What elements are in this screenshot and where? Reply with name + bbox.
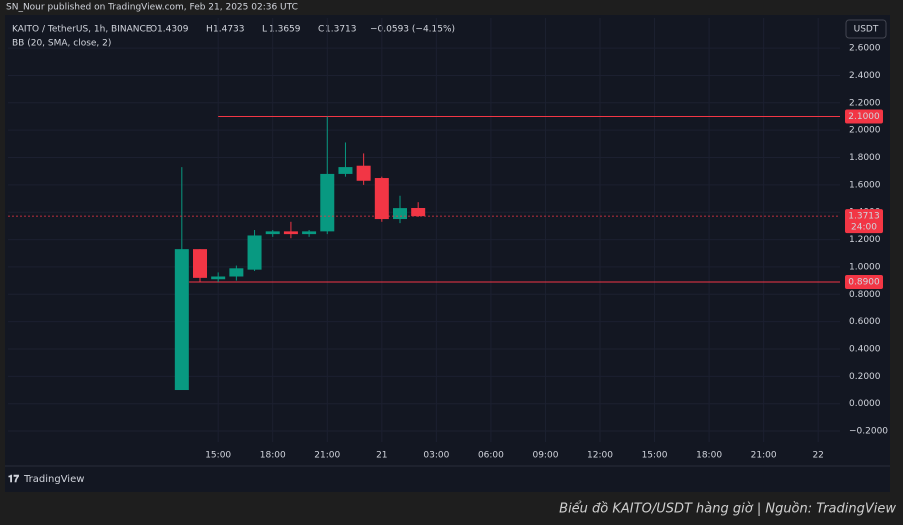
ohlc-key: H	[206, 25, 213, 35]
y-tick-label: 0.4000	[849, 344, 881, 354]
ohlc-legend: O 1.4309 H 1.4733 L 1.3659 C 1.3713 −0.0593 (−4.…	[150, 25, 455, 35]
currency-button[interactable]	[845, 19, 887, 39]
y-tick-label: 2.0000	[849, 126, 881, 136]
y-tick-label: 1.8000	[849, 153, 881, 163]
x-tick-label: 12:00	[587, 451, 613, 461]
ohlc-value: 1.3713	[325, 25, 357, 35]
logo-mark: 𝟏𝟕	[8, 474, 20, 485]
y-tick-label: 2.6000	[849, 44, 881, 54]
candle-body	[283, 231, 298, 235]
indicator: BB (20, SMA, close, 2)	[12, 39, 111, 49]
y-tick-label: −0.2000	[849, 427, 888, 437]
x-tick-label: 15:00	[642, 451, 668, 461]
candle-body	[211, 276, 226, 280]
x-tick-label: 18:00	[260, 451, 286, 461]
change: −0.0593 (−4.15%)	[370, 25, 455, 35]
currency[interactable]: USDT	[854, 25, 879, 35]
chart-panel	[5, 15, 890, 492]
x-tick-label: 18:00	[696, 451, 722, 461]
ohlc-value: 1.4733	[213, 25, 245, 35]
countdown: 24:00	[851, 223, 877, 233]
candle-body	[411, 207, 426, 217]
candle-body	[247, 235, 262, 270]
candle-body	[193, 249, 207, 278]
y-tick-label: 1.6000	[849, 180, 881, 190]
x-tick-label: 03:00	[423, 451, 449, 461]
y-tick-label: 1.0000	[849, 262, 881, 272]
publisher: SN_Nour published on TradingView.com, Fe…	[6, 3, 298, 13]
candle-body	[393, 208, 407, 220]
candle-body	[338, 167, 353, 174]
last-price-label: 1.3713	[848, 212, 880, 222]
ohlc-value: 1.4309	[157, 25, 189, 35]
x-tick-label: 21	[376, 451, 387, 461]
candle-body	[320, 173, 335, 232]
level-badge	[845, 274, 883, 289]
y-tick-label: 1.2000	[849, 235, 881, 245]
candle-body	[374, 178, 389, 220]
x-tick-label: 09:00	[532, 451, 558, 461]
y-tick-label: 2.2000	[849, 98, 881, 108]
candle-body	[356, 165, 371, 181]
y-tick-label: 0.6000	[849, 317, 881, 327]
x-tick-label: 21:00	[314, 451, 340, 461]
x-tick-label: 06:00	[478, 451, 504, 461]
caption: Biểu đồ KAITO/USDT hàng giờ | Nguồn: Tra…	[559, 502, 896, 517]
level-badge	[845, 109, 883, 124]
candle-body	[302, 231, 317, 235]
chart-title: KAITO / TetherUS, 1h, BINANCE	[12, 25, 152, 35]
y-tick-label: 0.2000	[849, 372, 881, 382]
y-tick-label: 2.4000	[849, 71, 881, 81]
y-tick-label: 0.0000	[849, 399, 881, 409]
x-tick-label: 15:00	[205, 451, 231, 461]
y-tick-label: 0.8000	[849, 290, 881, 300]
candle-body	[174, 249, 189, 391]
ohlc-value: 1.3659	[269, 25, 301, 35]
candle-body	[265, 231, 280, 235]
candle-body	[229, 268, 244, 277]
ohlc-key: C	[318, 25, 324, 35]
last-price-badge	[845, 209, 883, 234]
ohlc-key: L	[262, 25, 267, 35]
level-label: 2.1000	[848, 112, 880, 122]
x-tick-label: 21:00	[751, 451, 777, 461]
brand: TradingView	[23, 474, 84, 485]
level-label: 0.8900	[848, 277, 880, 287]
ohlc-key: O	[150, 25, 157, 35]
x-tick-label: 22	[812, 451, 823, 461]
